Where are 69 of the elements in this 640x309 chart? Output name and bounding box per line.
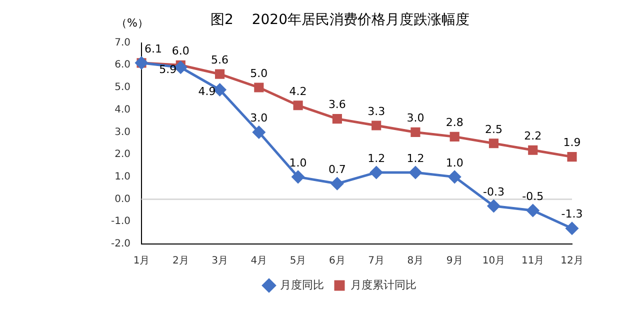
data-label: 3.0 (406, 112, 424, 125)
y-tick-label: 4.0 (114, 104, 131, 116)
y-tick-label: -1.0 (110, 216, 131, 228)
x-tick-label: 12月 (560, 256, 584, 267)
point (254, 82, 264, 92)
data-label: 5.9 (159, 62, 177, 76)
y-tick-label: 1.0 (114, 172, 131, 183)
x-tick-label: 9月 (446, 256, 463, 267)
data-label: 1.2 (368, 152, 386, 165)
point (487, 200, 500, 212)
point (526, 204, 540, 217)
x-tick-label: 8月 (407, 256, 424, 267)
x-tick-label: 1月 (133, 256, 150, 267)
point (292, 170, 304, 184)
data-label: 1.2 (406, 152, 424, 165)
y-tick-label: 3.0 (114, 126, 131, 138)
data-label: 3.6 (328, 98, 346, 112)
x-tick-label: 10月 (482, 256, 506, 267)
data-label: 1.0 (289, 156, 307, 170)
x-tick-label: 11月 (521, 256, 544, 267)
data-label: 4.9 (198, 85, 216, 98)
x-tick-label: 2月 (172, 256, 189, 267)
legend-label: 月度同比 (280, 278, 324, 292)
x-tick-label: 6月 (329, 256, 346, 267)
data-label: 2.5 (484, 122, 502, 136)
point (370, 166, 383, 179)
data-label: 2.2 (524, 129, 542, 142)
point (409, 166, 422, 179)
point (214, 69, 225, 79)
data-label: 2.8 (446, 116, 464, 130)
legend-label: 月度累计同比 (350, 278, 416, 292)
data-label: 6.1 (144, 42, 162, 56)
point (450, 132, 460, 142)
x-tick-label: 7月 (368, 256, 385, 267)
point (214, 83, 226, 96)
data-label: -1.3 (561, 208, 583, 221)
data-label: 4.2 (289, 84, 307, 98)
data-label: 1.0 (446, 156, 464, 170)
data-label: 1.9 (563, 136, 581, 150)
point (330, 177, 344, 190)
data-label: 3.0 (250, 112, 268, 125)
data-label: 6.0 (172, 44, 190, 58)
y-tick-label: 5.0 (114, 82, 131, 94)
y-tick-label: -2.0 (110, 238, 131, 250)
point (252, 126, 266, 138)
data-label: -0.3 (482, 185, 504, 198)
y-tick-label: 2.0 (114, 149, 131, 160)
point (410, 127, 420, 138)
point (567, 152, 577, 162)
point (566, 222, 578, 235)
y-tick-label: 7.0 (114, 37, 131, 48)
data-label: 5.6 (211, 53, 229, 66)
point (528, 145, 538, 155)
chart-title: 图2 2020年居民消费价格月度跌涨幅度 (210, 12, 470, 28)
point (448, 170, 461, 184)
x-tick-label: 4月 (250, 256, 268, 267)
point (488, 138, 499, 148)
y-tick-label: 0.0 (114, 194, 131, 205)
data-label: -0.5 (522, 190, 544, 203)
point (293, 100, 303, 110)
data-label: 5.0 (250, 66, 268, 80)
point (372, 120, 382, 130)
data-label: 0.7 (328, 163, 346, 176)
point (332, 114, 342, 124)
x-tick-label: 3月 (212, 256, 228, 267)
x-tick-label: 5月 (290, 256, 306, 267)
data-label: 3.3 (368, 104, 386, 118)
y-axis-title: （%） (116, 16, 148, 30)
y-tick-label: 6.0 (114, 60, 131, 71)
